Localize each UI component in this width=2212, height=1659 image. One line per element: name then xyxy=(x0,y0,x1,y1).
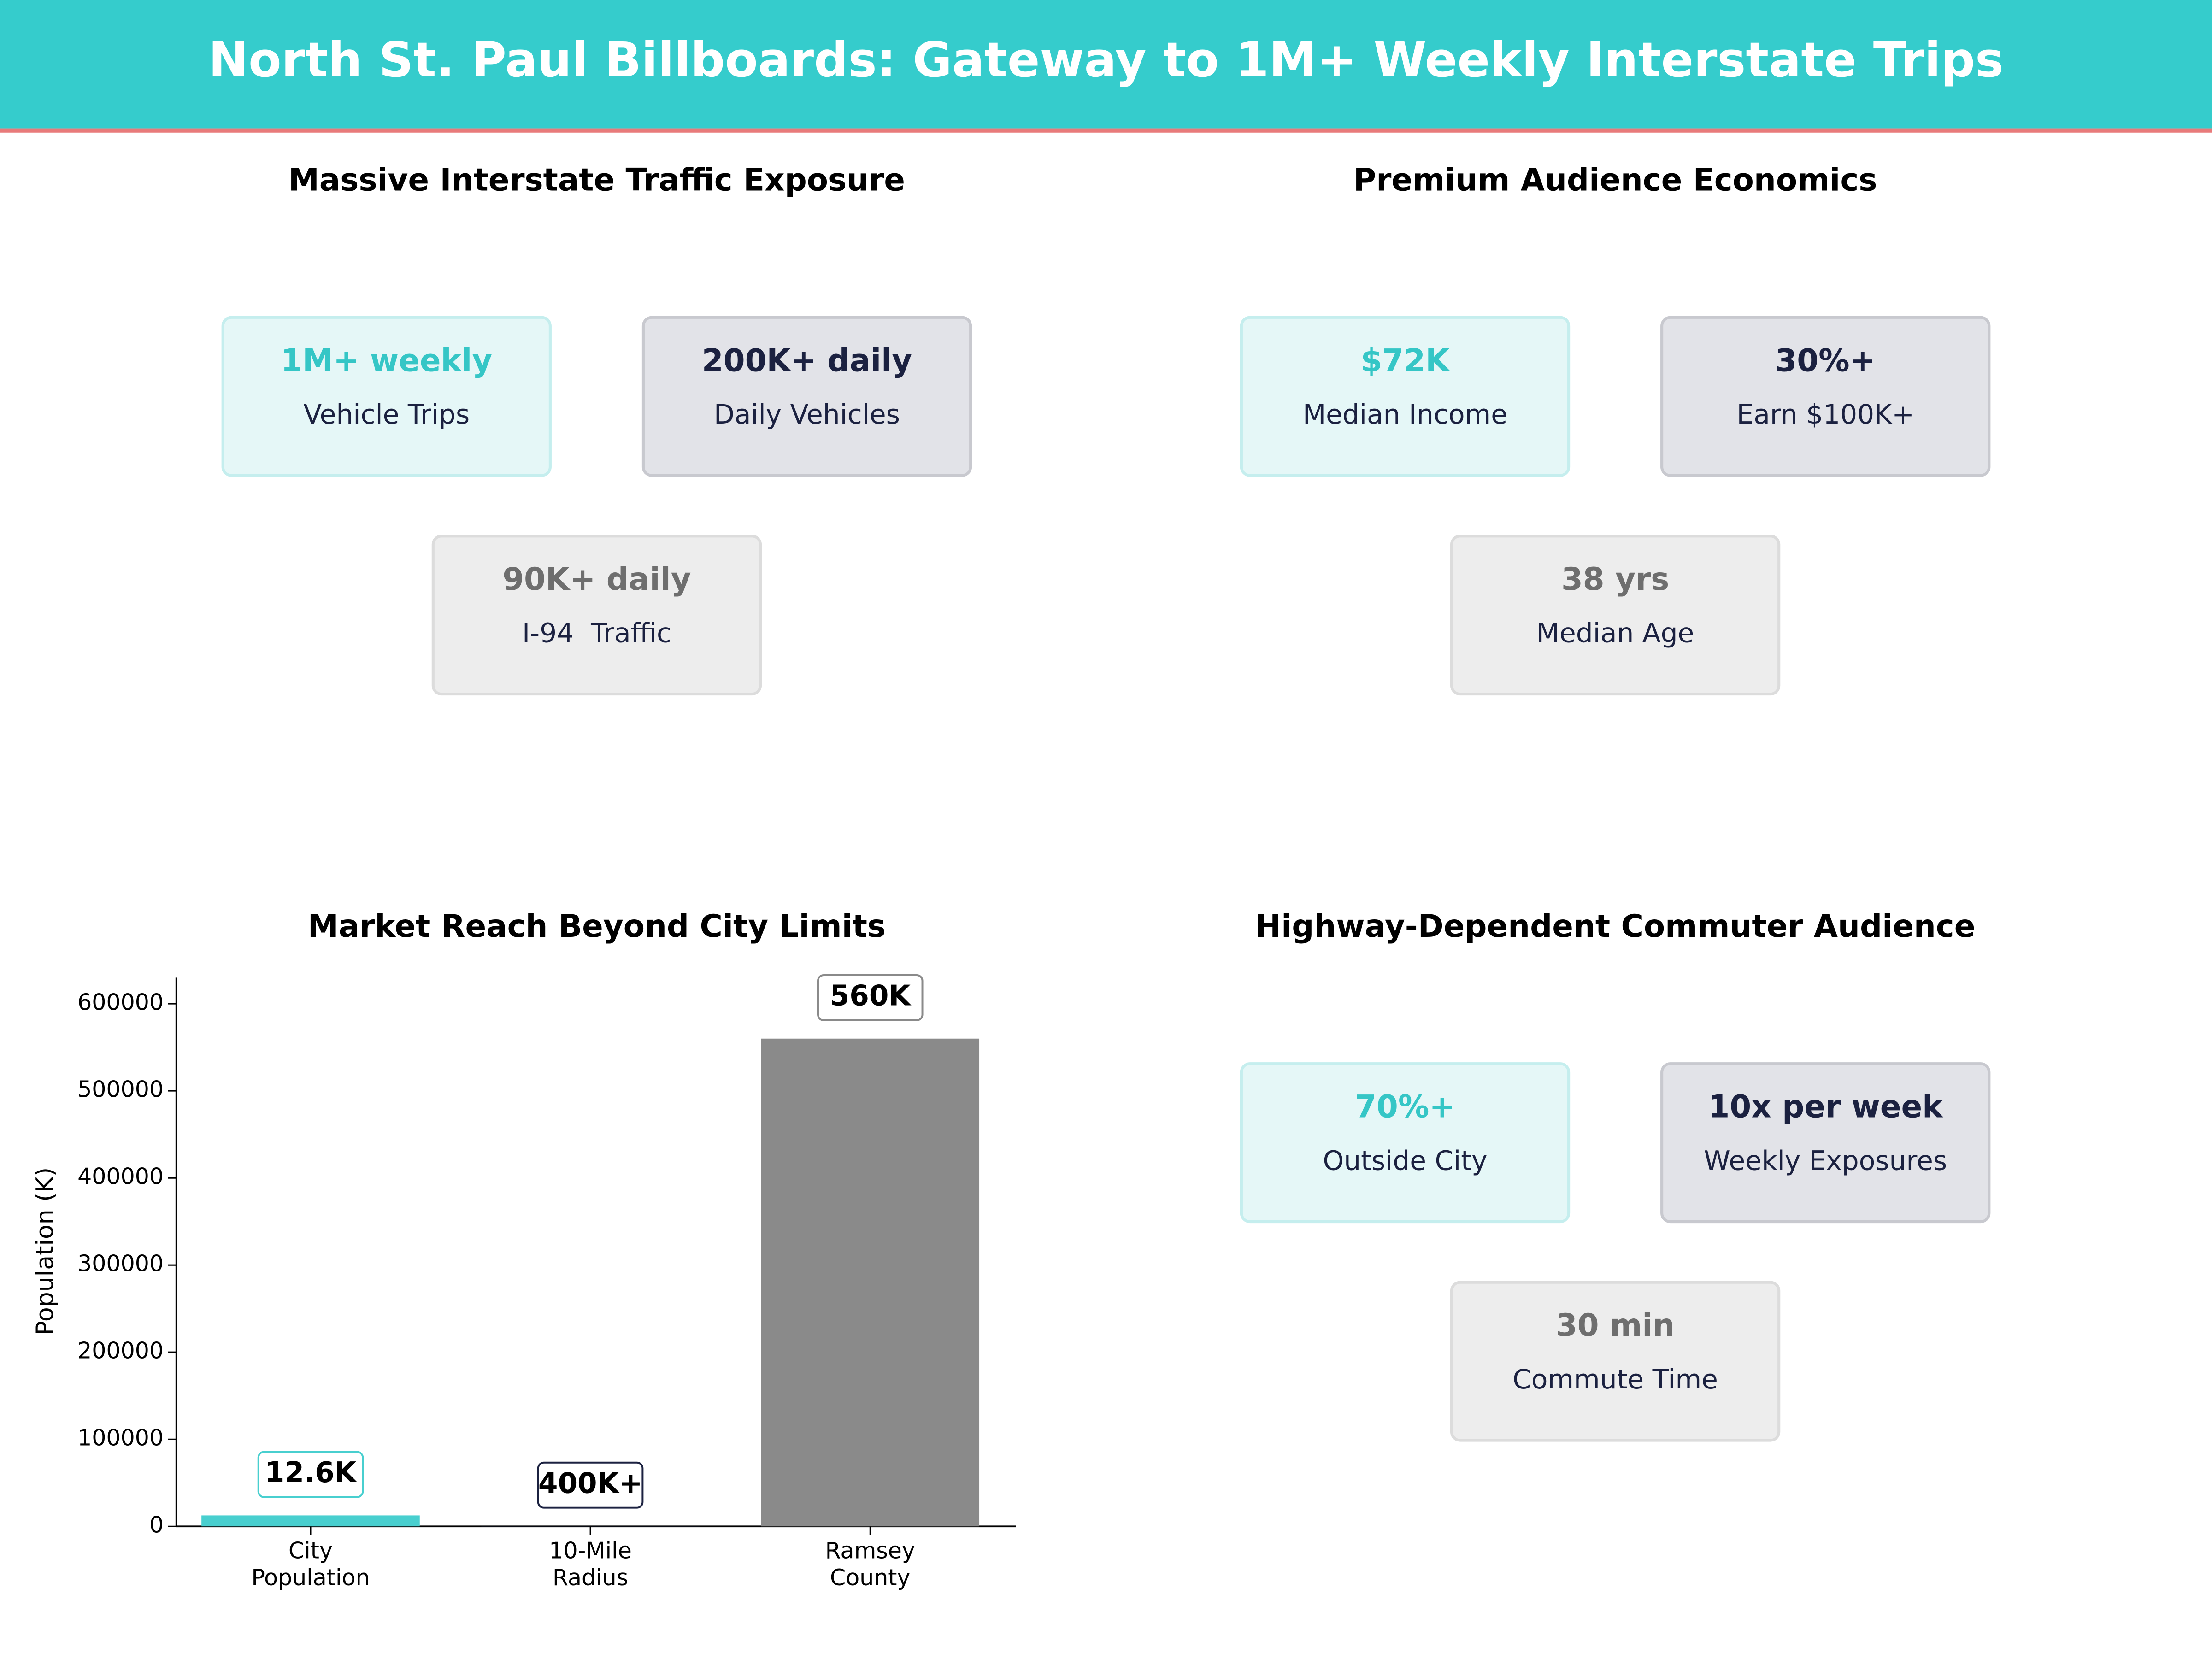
value-label-box xyxy=(257,1451,364,1498)
metric-value: 10x per week xyxy=(1708,1088,1944,1125)
metric-value: 30 min xyxy=(1556,1307,1675,1343)
metric-card xyxy=(1450,1281,1781,1442)
y-tick-label: 0 xyxy=(149,1512,164,1538)
x-tick-label: 10-Mile Radius xyxy=(549,1537,632,1591)
metric-card xyxy=(1660,316,1991,477)
metric-label: Outside City xyxy=(1323,1145,1487,1177)
metric-label: Vehicle Trips xyxy=(303,399,470,430)
metric-card xyxy=(1450,535,1781,696)
y-tick-label: 300000 xyxy=(77,1251,164,1277)
metric-card xyxy=(1240,1062,1571,1224)
metric-card xyxy=(221,316,552,477)
value-label: 560K xyxy=(830,980,912,1012)
metric-card xyxy=(1240,316,1571,477)
metric-label: Daily Vehicles xyxy=(714,399,900,430)
metric-label: I-94 Traffic xyxy=(522,618,671,649)
bar xyxy=(201,1515,420,1527)
x-tick-label: City Population xyxy=(251,1537,370,1591)
metric-value: 1M+ weekly xyxy=(281,342,492,378)
y-tick-label: 400000 xyxy=(77,1164,164,1190)
metric-label: Median Income xyxy=(1303,399,1507,430)
metric-card xyxy=(641,316,972,477)
value-label: 400K+ xyxy=(538,1467,643,1500)
y-axis-label: Population (K) xyxy=(31,1167,59,1335)
page-title: North St. Paul Billboards: Gateway to 1M… xyxy=(208,32,2004,88)
metric-label: Commute Time xyxy=(1512,1364,1718,1395)
chart-title: Market Reach Beyond City Limits xyxy=(308,908,886,944)
metric-card xyxy=(431,535,762,696)
header-rule xyxy=(0,128,2212,133)
metric-value: 90K+ daily xyxy=(502,561,691,597)
metric-value: 200K+ daily xyxy=(702,342,912,378)
metric-value: 70%+ xyxy=(1355,1088,1455,1125)
y-tick-label: 200000 xyxy=(77,1338,164,1364)
metric-card xyxy=(1660,1062,1991,1224)
y-tick-label: 500000 xyxy=(77,1077,164,1103)
bar xyxy=(761,1038,980,1527)
value-label: 12.6K xyxy=(265,1456,358,1489)
metric-label: Earn $100K+ xyxy=(1736,399,1914,430)
metric-label: Weekly Exposures xyxy=(1704,1145,1947,1177)
y-tick-label: 100000 xyxy=(77,1425,164,1451)
header-bar xyxy=(0,0,2212,129)
value-label-box xyxy=(817,974,924,1021)
metric-value: 38 yrs xyxy=(1561,561,1669,597)
panel-title: Premium Audience Economics xyxy=(1353,161,1877,198)
x-tick-label: Ramsey County xyxy=(825,1537,915,1591)
metric-value: 30%+ xyxy=(1775,342,1876,378)
panel-title: Massive Interstate Traffic Exposure xyxy=(288,161,905,198)
y-tick-label: 600000 xyxy=(77,989,164,1016)
metric-label: Median Age xyxy=(1536,618,1694,649)
metric-value: $72K xyxy=(1361,342,1451,378)
panel-title: Highway-Dependent Commuter Audience xyxy=(1255,908,1976,944)
value-label-box xyxy=(537,1461,644,1509)
